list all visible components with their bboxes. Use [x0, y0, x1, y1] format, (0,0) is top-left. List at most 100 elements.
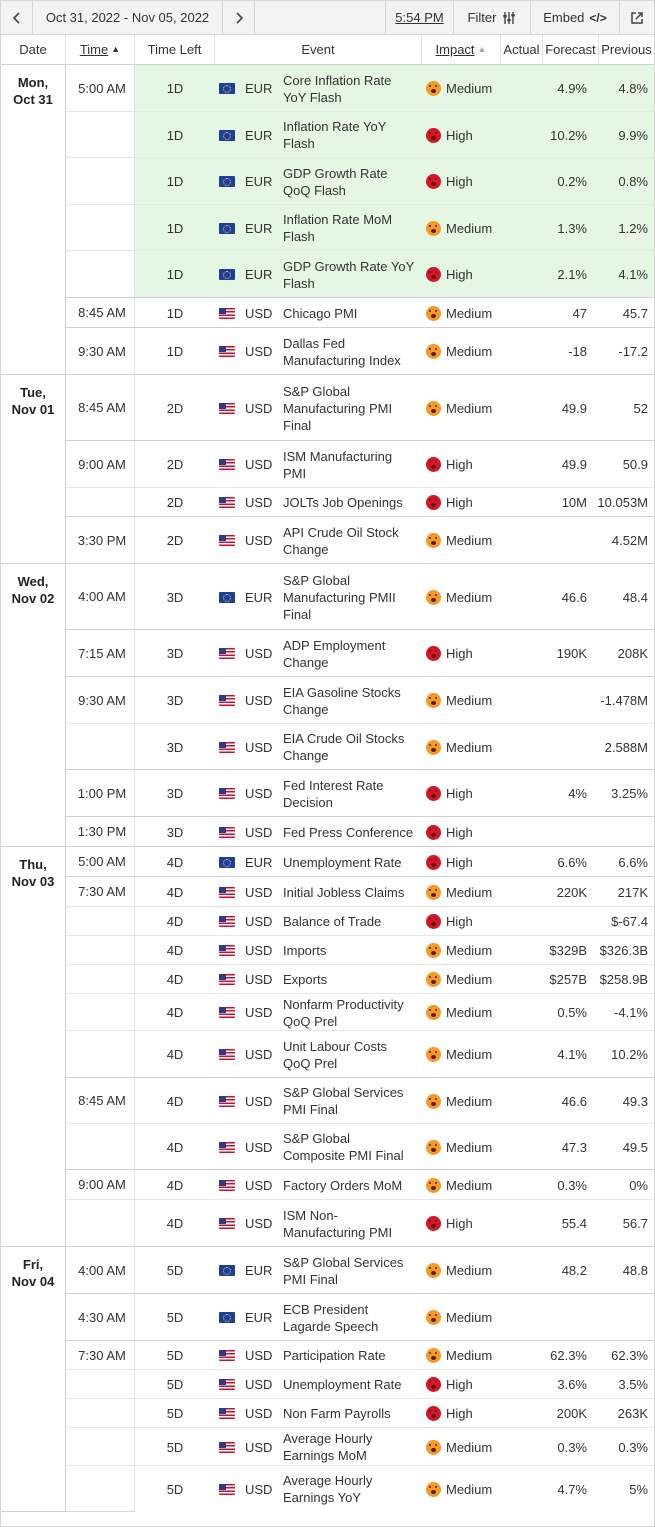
event-row[interactable]: 1D USD Dallas Fed Manufacturing Index Medium…: [135, 328, 654, 375]
header-impact-label[interactable]: Impact: [435, 42, 475, 57]
filter-label: Filter: [467, 10, 497, 25]
event-row[interactable]: 5D EUR ECB President Lagarde Speech Medium: [135, 1294, 654, 1341]
event-row[interactable]: 1D EUR Core Inflation Rate YoY Flash Medium 4…: [135, 65, 654, 112]
event-name[interactable]: Factory Orders MoM: [283, 1170, 421, 1200]
event-name[interactable]: S&P Global Services PMI Final: [283, 1078, 421, 1124]
event-name[interactable]: Unemployment Rate: [283, 1370, 421, 1399]
event-name[interactable]: Average Hourly Earnings MoM: [283, 1428, 421, 1466]
event-row[interactable]: 5D USD Average Hourly Earnings MoM Medium 0.3…: [135, 1428, 654, 1466]
event-row[interactable]: 3D USD Fed Press Conference High: [135, 817, 654, 847]
event-row[interactable]: 3D EUR S&P Global Manufacturing PMII Final Me…: [135, 564, 654, 630]
current-time-link[interactable]: 5:54 PM: [385, 1, 454, 34]
event-name[interactable]: Inflation Rate YoY Flash: [283, 112, 421, 158]
event-row[interactable]: 1D USD Chicago PMI Medium 47 45.7: [135, 298, 654, 328]
event-name[interactable]: Inflation Rate MoM Flash: [283, 205, 421, 251]
date-range-label[interactable]: Oct 31, 2022 - Nov 05, 2022: [33, 1, 223, 34]
event-name[interactable]: GDP Growth Rate YoY Flash: [283, 251, 421, 298]
event-name[interactable]: Non Farm Payrolls: [283, 1399, 421, 1428]
event-row[interactable]: 1D EUR GDP Growth Rate QoQ Flash High 0.2% 0.8…: [135, 158, 654, 205]
header-time-label[interactable]: Time: [79, 42, 109, 57]
event-name[interactable]: Initial Jobless Claims: [283, 877, 421, 907]
prev-week-button[interactable]: [1, 1, 33, 34]
event-row[interactable]: 2D USD S&P Global Manufacturing PMI Final Med…: [135, 375, 654, 441]
event-row[interactable]: 4D USD Nonfarm Productivity QoQ Prel Medium 0…: [135, 994, 654, 1031]
open-external-button[interactable]: [620, 1, 654, 34]
event-row[interactable]: 3D USD EIA Gasoline Stocks Change Medium -1.4…: [135, 677, 654, 724]
actual-value: [501, 724, 543, 770]
event-name[interactable]: S&P Global Manufacturing PMII Final: [283, 564, 421, 630]
currency-code: USD: [245, 495, 273, 510]
event-name[interactable]: Core Inflation Rate YoY Flash: [283, 65, 421, 112]
header-impact[interactable]: Impact ▲︎: [422, 35, 501, 64]
event-row[interactable]: 5D EUR S&P Global Services PMI Final Medium 4…: [135, 1247, 654, 1294]
event-name[interactable]: Exports: [283, 965, 421, 994]
impact-cell: Medium: [426, 328, 504, 375]
event-name[interactable]: S&P Global Services PMI Final: [283, 1247, 421, 1294]
event-row[interactable]: 4D USD Initial Jobless Claims Medium 220K 217…: [135, 877, 654, 907]
event-name[interactable]: EIA Crude Oil Stocks Change: [283, 724, 421, 770]
event-name[interactable]: EIA Gasoline Stocks Change: [283, 677, 421, 724]
event-name[interactable]: Nonfarm Productivity QoQ Prel: [283, 994, 421, 1031]
event-name[interactable]: Unit Labour Costs QoQ Prel: [283, 1031, 421, 1078]
header-time[interactable]: Time ▲︎: [66, 35, 135, 64]
event-row[interactable]: 4D USD S&P Global Services PMI Final Medium 4…: [135, 1078, 654, 1124]
event-name[interactable]: JOLTs Job Openings: [283, 488, 421, 517]
event-name-line: Manufacturing Index: [283, 352, 401, 368]
row-divider: [66, 250, 654, 251]
event-row[interactable]: 1D EUR Inflation Rate YoY Flash High 10.2% 9.9…: [135, 112, 654, 158]
filter-button[interactable]: Filter: [454, 1, 531, 34]
time-cell: 7:30 AM: [66, 1341, 135, 1512]
event-row[interactable]: 4D USD Balance of Trade High $-67.4: [135, 907, 654, 936]
event-row[interactable]: 5D USD Participation Rate Medium 62.3% 62.3%: [135, 1341, 654, 1370]
header-actual: Actual: [501, 35, 543, 64]
event-row[interactable]: 2D USD JOLTs Job Openings High 10M 10.053M: [135, 488, 654, 517]
event-name-text: S&P Global Composite PMI Final: [283, 1130, 404, 1164]
event-name[interactable]: ISM Non- Manufacturing PMI: [283, 1200, 421, 1247]
event-name[interactable]: S&P Global Composite PMI Final: [283, 1124, 421, 1170]
event-row[interactable]: 1D EUR GDP Growth Rate YoY Flash High 2.1% 4.1…: [135, 251, 654, 298]
event-name[interactable]: ECB President Lagarde Speech: [283, 1294, 421, 1341]
currency-code: USD: [245, 305, 273, 321]
event-row[interactable]: 4D EUR Unemployment Rate High 6.6% 6.6%: [135, 847, 654, 877]
event-row[interactable]: 4D USD Imports Medium $329B $326.3B: [135, 936, 654, 965]
event-row[interactable]: 2D USD ISM Manufacturing PMI High 49.9 50.9: [135, 441, 654, 488]
event-name[interactable]: Fed Press Conference: [283, 817, 421, 847]
event-row[interactable]: 5D USD Non Farm Payrolls High 200K 263K: [135, 1399, 654, 1428]
event-row[interactable]: 3D USD EIA Crude Oil Stocks Change Medium 2.5…: [135, 724, 654, 770]
embed-button[interactable]: Embed </>: [531, 1, 620, 34]
event-name[interactable]: Fed Interest Rate Decision: [283, 770, 421, 817]
event-row[interactable]: 1D EUR Inflation Rate MoM Flash Medium 1.3% 1.…: [135, 205, 654, 251]
event-name[interactable]: Imports: [283, 936, 421, 965]
event-name[interactable]: ISM Manufacturing PMI: [283, 441, 421, 488]
event-row[interactable]: 4D USD Unit Labour Costs QoQ Prel Medium 4.1%…: [135, 1031, 654, 1078]
next-week-button[interactable]: [223, 1, 255, 34]
event-row[interactable]: 4D USD ISM Non- Manufacturing PMI High 55.4 56…: [135, 1200, 654, 1247]
currency-code: EUR: [245, 174, 273, 189]
event-name[interactable]: ADP Employment Change: [283, 630, 421, 677]
event-name[interactable]: Average Hourly Earnings YoY: [283, 1466, 421, 1512]
event-row[interactable]: 4D USD S&P Global Composite PMI Final Medium…: [135, 1124, 654, 1170]
event-name-text: S&P Global Services PMI Final: [283, 1254, 403, 1288]
event-name[interactable]: GDP Growth Rate QoQ Flash: [283, 158, 421, 205]
event-name[interactable]: Participation Rate: [283, 1341, 421, 1370]
forecast-value: 49.9: [561, 457, 587, 472]
event-name[interactable]: Balance of Trade: [283, 907, 421, 936]
current-time-text[interactable]: 5:54 PM: [395, 10, 444, 25]
event-name-text: EIA Gasoline Stocks Change: [283, 684, 401, 718]
event-row[interactable]: 5D USD Unemployment Rate High 3.6% 3.5%: [135, 1370, 654, 1399]
event-row[interactable]: 3D USD Fed Interest Rate Decision High 4% 3.25…: [135, 770, 654, 817]
event-name[interactable]: API Crude Oil Stock Change: [283, 517, 421, 564]
event-row[interactable]: 4D USD Factory Orders MoM Medium 0.3% 0%: [135, 1170, 654, 1200]
event-name[interactable]: Chicago PMI: [283, 298, 421, 328]
event-name[interactable]: S&P Global Manufacturing PMI Final: [283, 375, 421, 441]
event-row[interactable]: 2D USD API Crude Oil Stock Change Medium 4.52…: [135, 517, 654, 564]
time-left: 1D: [166, 305, 184, 321]
event-row[interactable]: 5D USD Average Hourly Earnings YoY Medium 4.7…: [135, 1466, 654, 1512]
previous-value: 1.2%: [618, 220, 648, 236]
impact-high-icon: [426, 646, 441, 661]
event-name[interactable]: Dallas Fed Manufacturing Index: [283, 328, 421, 375]
event-row[interactable]: 3D USD ADP Employment Change High 190K 208K: [135, 630, 654, 677]
event-row[interactable]: 4D USD Exports Medium $257B $258.9B: [135, 965, 654, 994]
event-name-text: API Crude Oil Stock Change: [283, 524, 399, 558]
event-name[interactable]: Unemployment Rate: [283, 847, 421, 877]
